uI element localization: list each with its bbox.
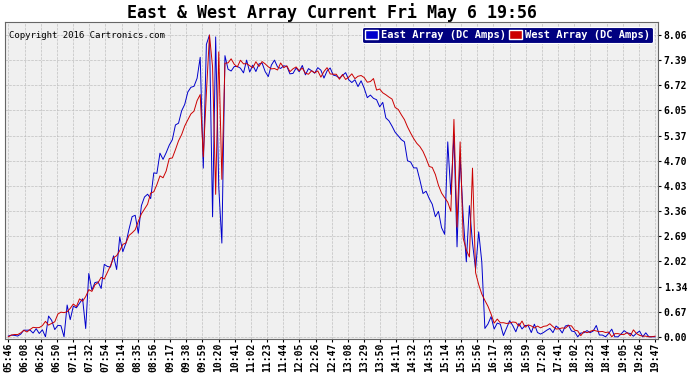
West Array (DC Amps) <box>314 69 322 73</box>
East Array (DC Amps) <box>10 333 19 338</box>
East Array (DC Amps) <box>589 329 598 333</box>
West Array (DC Amps) <box>4 334 12 339</box>
East Array (DC Amps) <box>332 74 340 78</box>
West Array (DC Amps) <box>586 329 594 334</box>
Line: East Array (DC Amps): East Array (DC Amps) <box>8 35 655 337</box>
West Array (DC Amps) <box>549 324 557 329</box>
Legend: East Array (DC Amps), West Array (DC Amps): East Array (DC Amps), West Array (DC Amp… <box>362 27 653 44</box>
East Array (DC Amps) <box>41 334 50 339</box>
East Array (DC Amps) <box>144 192 152 196</box>
West Array (DC Amps) <box>329 72 337 76</box>
Line: West Array (DC Amps): West Array (DC Amps) <box>8 35 655 337</box>
West Array (DC Amps) <box>10 332 19 337</box>
East Array (DC Amps) <box>552 324 560 328</box>
West Array (DC Amps) <box>206 33 214 37</box>
East Array (DC Amps) <box>317 68 325 72</box>
West Array (DC Amps) <box>651 334 659 338</box>
East Array (DC Amps) <box>4 334 12 338</box>
East Array (DC Amps) <box>651 334 659 339</box>
West Array (DC Amps) <box>140 207 148 211</box>
Text: Copyright 2016 Cartronics.com: Copyright 2016 Cartronics.com <box>8 32 164 40</box>
Title: East & West Array Current Fri May 6 19:56: East & West Array Current Fri May 6 19:5… <box>127 3 537 22</box>
East Array (DC Amps) <box>206 33 214 37</box>
